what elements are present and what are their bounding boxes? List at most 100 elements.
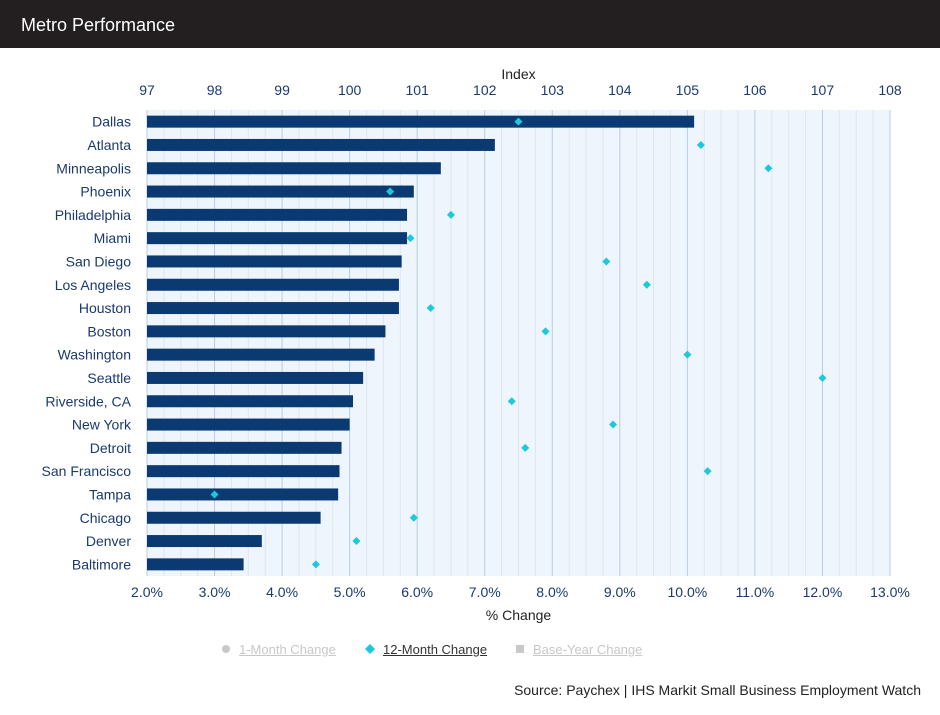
bottom-axis-tick-label: 11.0%: [736, 584, 775, 600]
metro-label: Baltimore: [72, 556, 131, 572]
metro-label: Dallas: [92, 114, 131, 130]
diamond-icon: [365, 642, 375, 657]
metro-labels: Dallas Atlanta Minneapolis Phoenix Philadelp…: [42, 114, 132, 573]
index-bar: [147, 208, 408, 221]
index-bar: [147, 278, 399, 291]
index-bar: [147, 232, 408, 245]
bottom-axis-tick-label: 5.0%: [334, 584, 366, 600]
index-bar: [147, 302, 399, 315]
index-bar: [147, 511, 321, 524]
twelve-month-change-point: [541, 327, 550, 336]
top-axis-title: Index: [501, 66, 535, 82]
top-axis-tick-label: 99: [274, 82, 290, 98]
index-bar: [147, 535, 262, 548]
twelve-month-change-point: [514, 117, 523, 126]
metro-label: Minneapolis: [56, 160, 131, 176]
twelve-month-change-point: [642, 280, 651, 289]
index-bar: [147, 558, 244, 571]
index-bar: [147, 348, 375, 361]
metro-performance-chart: Index 97 98 99 100 101 102 103 104 105 106 107 108 …: [42, 66, 910, 623]
twelve-month-change-point: [696, 140, 705, 149]
bottom-axis-tick-label: 13.0%: [870, 584, 910, 600]
top-axis-tick-label: 100: [338, 82, 362, 98]
metro-label: Chicago: [80, 510, 132, 526]
metro-label: Philadelphia: [55, 207, 131, 223]
index-bar: [147, 488, 339, 501]
top-axis-tick-label: 101: [406, 82, 430, 98]
top-axis-tick-label: 107: [811, 82, 835, 98]
bottom-axis-tick-label: 3.0%: [199, 584, 231, 600]
legend-label: 12-Month Change: [383, 642, 488, 657]
twelve-month-change-point: [521, 443, 530, 452]
top-axis-ticks: 97 98 99 100 101 102 103 104 105 106 107 108: [139, 82, 902, 98]
metro-label: Denver: [86, 533, 131, 549]
title-bar: Metro Performance: [0, 0, 940, 48]
metro-label: Riverside, CA: [45, 393, 131, 409]
bottom-axis-title: % Change: [486, 607, 552, 623]
twelve-month-change-point: [210, 490, 219, 499]
chart-legend: 1-Month Change 12-Month Change Base-Year…: [0, 640, 940, 662]
index-bar: [147, 325, 386, 338]
metro-label: Atlanta: [87, 137, 131, 153]
index-bar: [147, 115, 695, 128]
index-bar: [147, 162, 441, 175]
legend-label: Base-Year Change: [533, 642, 643, 657]
index-bar: [147, 138, 495, 151]
legend-item-base-year-change[interactable]: Base-Year Change: [515, 642, 642, 657]
twelve-month-change-points: [210, 117, 827, 569]
top-axis-tick-label: 108: [878, 82, 902, 98]
metro-label: Los Angeles: [55, 277, 131, 293]
index-bar: [147, 441, 342, 454]
twelve-month-change-point: [683, 350, 692, 359]
legend-label: 1-Month Change: [239, 642, 336, 657]
top-axis-tick-label: 103: [541, 82, 565, 98]
twelve-month-change-point: [352, 537, 361, 546]
metro-label: Washington: [58, 347, 131, 363]
metro-label: Tampa: [89, 486, 131, 502]
index-bar: [147, 418, 350, 431]
index-bar: [147, 371, 364, 384]
twelve-month-change-point: [507, 397, 516, 406]
metro-label: Detroit: [90, 440, 131, 456]
metro-label: Seattle: [87, 370, 131, 386]
index-bars: [147, 115, 695, 571]
top-axis-tick-label: 102: [473, 82, 497, 98]
top-axis-tick-label: 106: [743, 82, 767, 98]
twelve-month-change-point: [426, 304, 435, 313]
twelve-month-change-point: [311, 560, 320, 569]
bottom-axis-tick-label: 6.0%: [401, 584, 433, 600]
bottom-axis-tick-label: 4.0%: [266, 584, 298, 600]
top-axis-tick-label: 104: [608, 82, 632, 98]
metro-label: Houston: [79, 300, 131, 316]
bottom-axis-tick-label: 9.0%: [604, 584, 636, 600]
legend-item-12-month-change[interactable]: 12-Month Change: [365, 642, 487, 657]
legend-item-1-month-change[interactable]: 1-Month Change: [221, 642, 336, 657]
source-note: Source: Paychex | IHS Markit Small Busin…: [514, 682, 921, 698]
twelve-month-change-point: [409, 513, 418, 522]
twelve-month-change-point: [446, 210, 455, 219]
top-axis-tick-label: 98: [207, 82, 223, 98]
twelve-month-change-point: [386, 187, 395, 196]
metro-label: New York: [72, 417, 132, 433]
twelve-month-change-point: [609, 420, 618, 429]
metro-label: Phoenix: [80, 184, 131, 200]
bottom-axis-tick-label: 2.0%: [131, 584, 163, 600]
metro-label: San Diego: [66, 253, 132, 269]
top-axis-tick-label: 105: [676, 82, 700, 98]
bottom-axis-tick-label: 12.0%: [803, 584, 843, 600]
index-bar: [147, 185, 414, 198]
square-icon: [515, 642, 525, 657]
twelve-month-change-point: [406, 234, 415, 243]
bottom-axis-tick-label: 7.0%: [469, 584, 501, 600]
twelve-month-change-point: [602, 257, 611, 266]
top-axis-tick-label: 97: [139, 82, 155, 98]
circle-icon: [221, 642, 231, 657]
bottom-axis-ticks: 2.0% 3.0% 4.0% 5.0% 6.0% 7.0% 8.0% 9.0% 10.0% 11.…: [131, 584, 910, 600]
bottom-axis-tick-label: 8.0%: [536, 584, 568, 600]
twelve-month-change-point: [764, 164, 773, 173]
index-bar: [147, 255, 402, 268]
twelve-month-change-point: [703, 467, 712, 476]
index-bar: [147, 465, 340, 478]
bottom-axis-tick-label: 10.0%: [668, 584, 708, 600]
metro-label: San Francisco: [42, 463, 132, 479]
